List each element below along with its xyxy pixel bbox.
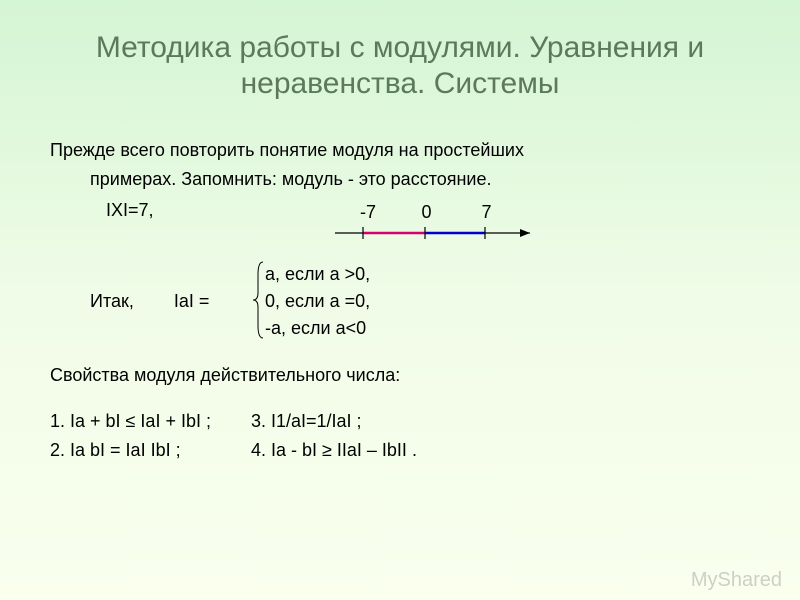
watermark: MyShared [691, 569, 782, 592]
number-line: -7 0 7 [325, 199, 540, 249]
def-row-2: Итак, ΙaΙ = 0, если a =0, [50, 288, 750, 315]
slide: Методика работы с модулями. Уравнения и … [0, 0, 800, 600]
intro-line-2: примерах. Запомнить: модуль - это рассто… [50, 166, 750, 193]
def-row-3: -a, если a<0 [50, 315, 750, 342]
definition-block: a, если a >0, Итак, ΙaΙ = 0, если a =0, … [50, 261, 750, 342]
example-row: ΙXΙ=7, -7 0 7 [50, 197, 750, 249]
nl-label-neg: -7 [353, 199, 383, 226]
nl-label-pos: 7 [479, 199, 494, 226]
brace-icon [251, 260, 265, 340]
example-expression: ΙXΙ=7, [50, 197, 205, 224]
def-row-1: a, если a >0, [50, 261, 750, 288]
def-prefix: Итак, ΙaΙ = [50, 288, 265, 315]
number-line-labels: -7 0 7 [325, 199, 540, 221]
properties-col-right: 3. Ι1/aΙ=1/ΙaΙ ; 4. Ιa - bΙ ≥ ΙΙaΙ – ΙbΙ… [251, 407, 417, 465]
property-4: 4. Ιa - bΙ ≥ ΙΙaΙ – ΙbΙΙ . [251, 436, 417, 465]
property-2: 2. Ιa bΙ = ΙaΙ ΙbΙ ; [50, 436, 211, 465]
property-3: 3. Ι1/aΙ=1/ΙaΙ ; [251, 407, 417, 436]
properties-col-left: 1. Ιa + bΙ ≤ ΙaΙ + ΙbΙ ; 2. Ιa bΙ = ΙaΙ … [50, 407, 211, 465]
number-line-svg [325, 223, 540, 249]
properties-title: Свойства модуля действительного числа: [50, 362, 750, 389]
slide-title: Методика работы с модулями. Уравнения и … [50, 30, 750, 102]
slide-body: Прежде всего повторить понятие модуля на… [50, 137, 750, 465]
nl-label-zero: 0 [419, 199, 434, 226]
def-cases-wrap: 0, если a =0, [265, 288, 370, 315]
properties-grid: 1. Ιa + bΙ ≤ ΙaΙ + ΙbΙ ; 2. Ιa bΙ = ΙaΙ … [50, 407, 750, 465]
def-case-3: -a, если a<0 [265, 315, 366, 342]
def-case-1: a, если a >0, [265, 261, 370, 288]
property-1: 1. Ιa + bΙ ≤ ΙaΙ + ΙbΙ ; [50, 407, 211, 436]
def-case-2: 0, если a =0, [265, 291, 370, 311]
intro-line-1: Прежде всего повторить понятие модуля на… [50, 137, 750, 164]
